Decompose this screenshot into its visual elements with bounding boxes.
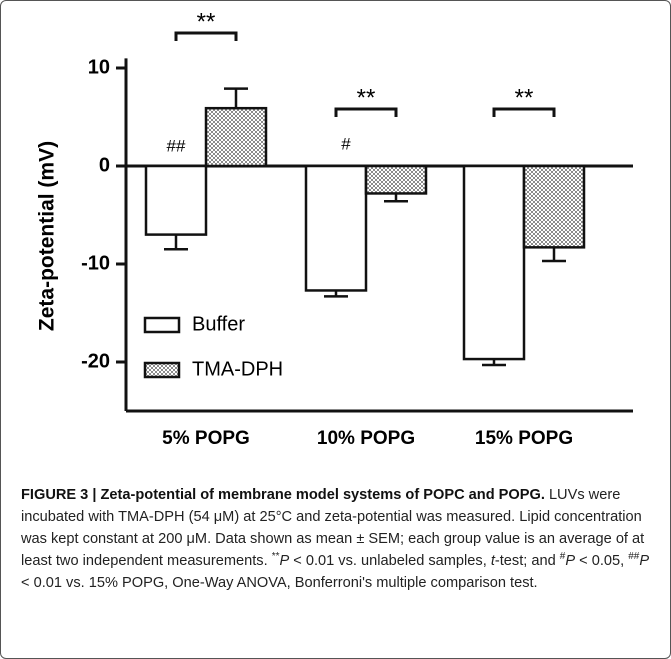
x-tick-label: 5% POPG <box>162 428 250 449</box>
significance-bracket <box>334 107 398 117</box>
chart: Zeta-potential (mV) -20 -10 0 10 5% POPG 10% … <box>36 8 633 449</box>
caption-text: LUVs were incubated with TMA-DPH (54 μM)… <box>21 487 645 569</box>
caption: FIGURE 3 | Zeta-potential of membrane mo… <box>21 484 651 594</box>
caption-symbol: ** <box>271 551 280 563</box>
bar <box>364 164 428 195</box>
legend-swatch <box>143 361 181 379</box>
annotation: ** <box>357 84 376 111</box>
x-tick-label: 15% POPG <box>475 428 573 449</box>
annotation: ## <box>167 136 186 155</box>
y-tick-label: -10 <box>81 252 110 274</box>
x-tick-label: 10% POPG <box>317 428 415 449</box>
y-tick-label: 0 <box>99 154 110 176</box>
legend-label: TMA-DPH <box>192 358 283 380</box>
legend-swatch <box>143 316 181 334</box>
significance-bracket <box>492 107 556 117</box>
bar <box>304 164 368 292</box>
caption-text: < 0.01 vs. 15% POPG, One-Way ANOVA, Bonf… <box>21 575 538 591</box>
caption-text: P <box>639 553 650 569</box>
bar <box>204 106 268 168</box>
significance-bracket <box>174 31 238 41</box>
caption-text: t <box>490 553 495 569</box>
caption-text: P <box>565 553 576 569</box>
legend-label: Buffer <box>192 313 245 335</box>
caption-text: < 0.01 vs. unlabeled samples, <box>289 553 491 569</box>
caption-text: -test; and <box>494 553 560 569</box>
caption-symbol: # <box>559 551 566 563</box>
y-tick-label: -20 <box>81 350 110 372</box>
bar <box>522 164 586 249</box>
caption-text: P <box>279 553 290 569</box>
y-tick-label: 10 <box>88 56 110 78</box>
annotation: ** <box>197 8 216 35</box>
bar <box>462 164 526 361</box>
annotation: # <box>341 134 351 153</box>
bar <box>144 164 208 236</box>
caption-symbol: ## <box>628 551 640 563</box>
caption-title: FIGURE 3 | Zeta-potential of membrane mo… <box>21 487 545 503</box>
y-axis-label: Zeta-potential (mV) <box>36 141 59 331</box>
annotation: ** <box>515 84 534 111</box>
caption-text: < 0.05, <box>575 553 629 569</box>
